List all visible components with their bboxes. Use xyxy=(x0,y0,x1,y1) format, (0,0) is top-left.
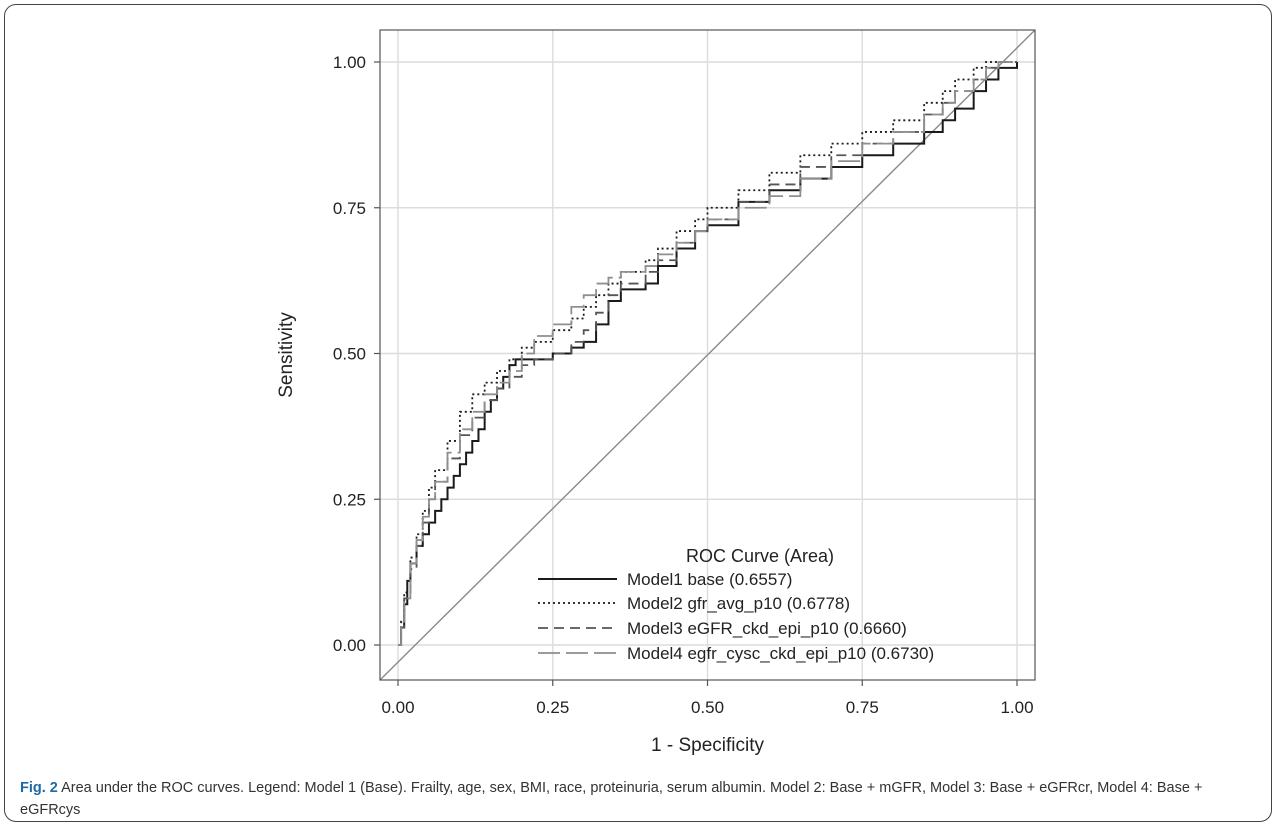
y-tick-label: 0.00 xyxy=(333,636,366,655)
y-tick-label: 1.00 xyxy=(333,53,366,72)
legend-entry-model2: Model2 gfr_avg_p10 (0.6778) xyxy=(627,594,850,613)
y-tick-label: 0.75 xyxy=(333,199,366,218)
roc-curve-model1 xyxy=(398,62,1018,646)
legend: ROC Curve (Area) Model1 base (0.6557) Mod… xyxy=(538,546,934,663)
legend-title: ROC Curve (Area) xyxy=(686,546,834,566)
x-tick-label: 0.50 xyxy=(691,698,724,717)
x-tick-label: 0.25 xyxy=(536,698,569,717)
caption-text: Area under the ROC curves. Legend: Model… xyxy=(20,780,1203,818)
figure-frame xyxy=(4,4,1272,822)
x-tick-label: 1.00 xyxy=(1000,698,1033,717)
y-tick-label: 0.50 xyxy=(333,345,366,364)
x-tick-label: 0.75 xyxy=(846,698,879,717)
legend-entry-model1: Model1 base (0.6557) xyxy=(627,570,792,589)
legend-entry-model4: Model4 egfr_cysc_ckd_epi_p10 (0.6730) xyxy=(627,644,934,663)
x-tick-label: 0.00 xyxy=(381,698,414,717)
axis-ticks: 0.00 0.25 0.50 0.75 1.00 0.00 0.25 0.50 0.75 1.00 xyxy=(333,53,1034,717)
y-tick-label: 0.25 xyxy=(333,490,366,509)
figure-label: Fig. 2 xyxy=(20,780,58,796)
chance-diagonal xyxy=(379,29,1036,681)
roc-chart: 0.00 0.25 0.50 0.75 1.00 0.00 0.25 0.50 0.75 1.00… xyxy=(276,29,1036,756)
figure-caption: Fig. 2 Area under the ROC curves. Legend… xyxy=(20,777,1260,821)
legend-entry-model3: Model3 eGFR_ckd_epi_p10 (0.6660) xyxy=(627,619,907,638)
x-axis-label: 1 - Specificity xyxy=(651,735,764,756)
y-axis-label: Sensitivity xyxy=(276,312,297,398)
roc-curve-model4 xyxy=(398,61,1017,646)
roc-curves xyxy=(398,61,1018,646)
